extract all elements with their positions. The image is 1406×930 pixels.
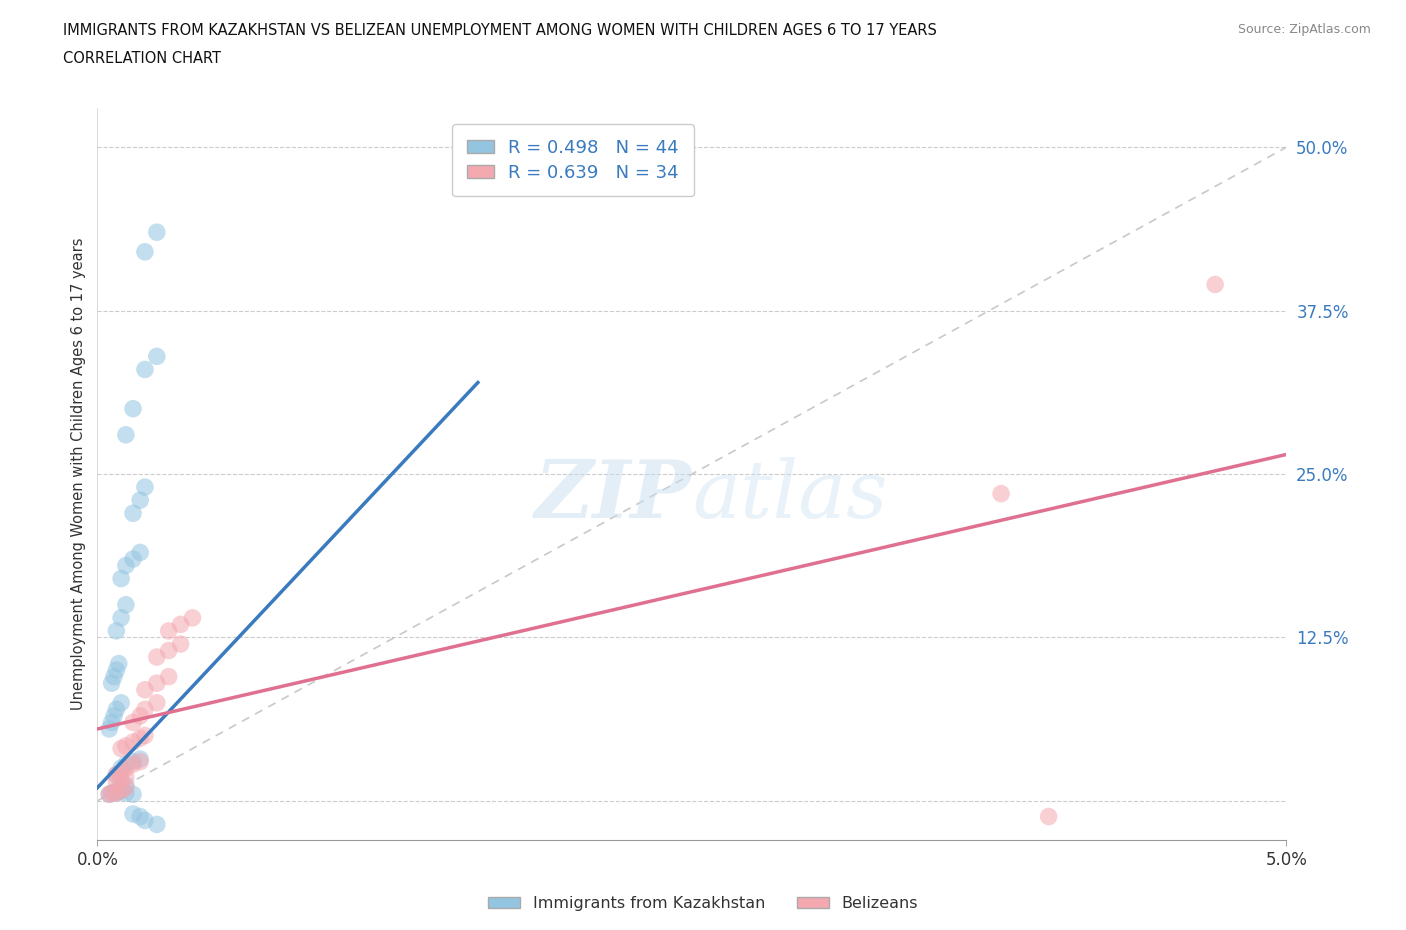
- Point: [146, 225, 169, 240]
- Point: [110, 571, 132, 586]
- Point: [169, 636, 191, 651]
- Point: [103, 709, 125, 724]
- Text: CORRELATION CHART: CORRELATION CHART: [63, 51, 221, 66]
- Point: [110, 610, 132, 625]
- Point: [110, 761, 132, 776]
- Legend: R = 0.498   N = 44, R = 0.639   N = 34: R = 0.498 N = 44, R = 0.639 N = 34: [453, 125, 693, 196]
- Point: [134, 683, 156, 698]
- Point: [115, 597, 138, 612]
- Point: [105, 786, 128, 801]
- Point: [110, 764, 132, 779]
- Point: [134, 813, 156, 828]
- Y-axis label: Unemployment Among Women with Children Ages 6 to 17 years: Unemployment Among Women with Children A…: [72, 238, 86, 711]
- Point: [98, 787, 121, 802]
- Point: [105, 774, 128, 789]
- Point: [105, 767, 128, 782]
- Point: [129, 709, 152, 724]
- Point: [115, 761, 138, 776]
- Point: [134, 245, 156, 259]
- Point: [122, 806, 145, 821]
- Point: [146, 817, 169, 831]
- Point: [105, 663, 128, 678]
- Point: [107, 657, 129, 671]
- Point: [129, 809, 152, 824]
- Point: [115, 757, 138, 772]
- Point: [181, 610, 204, 625]
- Point: [105, 623, 128, 638]
- Point: [110, 696, 132, 711]
- Point: [990, 486, 1012, 501]
- Point: [122, 506, 145, 521]
- Point: [105, 786, 128, 801]
- Text: atlas: atlas: [692, 458, 887, 535]
- Point: [115, 738, 138, 753]
- Point: [98, 722, 121, 737]
- Point: [105, 783, 128, 798]
- Text: IMMIGRANTS FROM KAZAKHSTAN VS BELIZEAN UNEMPLOYMENT AMONG WOMEN WITH CHILDREN AG: IMMIGRANTS FROM KAZAKHSTAN VS BELIZEAN U…: [63, 23, 938, 38]
- Text: Source: ZipAtlas.com: Source: ZipAtlas.com: [1237, 23, 1371, 36]
- Point: [122, 754, 145, 769]
- Point: [122, 401, 145, 416]
- Point: [129, 493, 152, 508]
- Point: [134, 702, 156, 717]
- Point: [115, 558, 138, 573]
- Point: [115, 777, 138, 792]
- Point: [146, 650, 169, 665]
- Point: [129, 731, 152, 746]
- Point: [110, 780, 132, 795]
- Point: [1038, 809, 1060, 824]
- Point: [122, 735, 145, 750]
- Point: [134, 728, 156, 743]
- Point: [146, 676, 169, 691]
- Point: [115, 770, 138, 785]
- Point: [110, 773, 132, 788]
- Point: [100, 715, 122, 730]
- Point: [98, 787, 121, 802]
- Text: ZIP: ZIP: [536, 458, 692, 535]
- Point: [129, 754, 152, 769]
- Point: [146, 349, 169, 364]
- Point: [115, 786, 138, 801]
- Point: [100, 676, 122, 691]
- Point: [134, 480, 156, 495]
- Point: [107, 784, 129, 799]
- Point: [110, 783, 132, 798]
- Legend: Immigrants from Kazakhstan, Belizeans: Immigrants from Kazakhstan, Belizeans: [481, 890, 925, 917]
- Point: [157, 670, 180, 684]
- Point: [122, 715, 145, 730]
- Point: [115, 780, 138, 795]
- Point: [157, 643, 180, 658]
- Point: [146, 696, 169, 711]
- Point: [1204, 277, 1226, 292]
- Point: [134, 362, 156, 377]
- Point: [115, 428, 138, 443]
- Point: [110, 741, 132, 756]
- Point: [110, 783, 132, 798]
- Point: [122, 787, 145, 802]
- Point: [169, 617, 191, 631]
- Point: [100, 786, 122, 801]
- Point: [129, 751, 152, 766]
- Point: [105, 767, 128, 782]
- Point: [157, 623, 180, 638]
- Point: [103, 670, 125, 684]
- Point: [100, 786, 122, 801]
- Point: [122, 757, 145, 772]
- Point: [129, 545, 152, 560]
- Point: [122, 551, 145, 566]
- Point: [105, 702, 128, 717]
